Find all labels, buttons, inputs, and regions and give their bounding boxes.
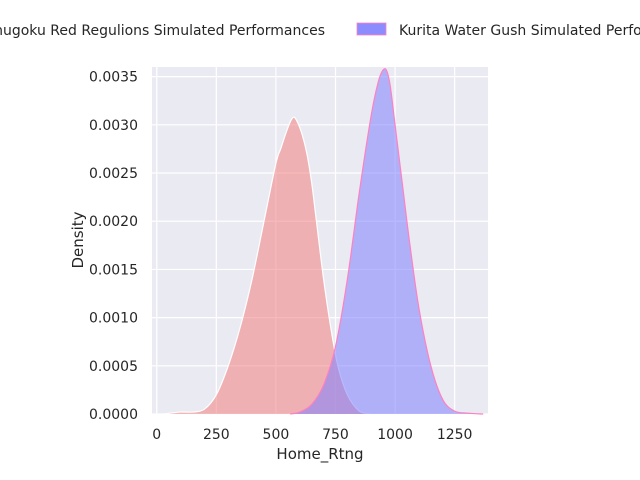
legend-label-series-1: Chugoku Red Regulions Simulated Performa… bbox=[0, 23, 325, 39]
x-tick-label: 750 bbox=[322, 427, 349, 443]
density-line-series-1 bbox=[163, 116, 372, 415]
y-tick-label: 0.0030 bbox=[89, 118, 138, 134]
density-areas bbox=[163, 68, 484, 415]
x-tick-label: 0 bbox=[152, 427, 161, 443]
y-tick-labels: 0.0000 0.0005 0.0010 0.0015 0.0020 0.0025 0.00… bbox=[89, 70, 138, 423]
x-tick-label: 250 bbox=[203, 427, 230, 443]
y-tick-label: 0.0025 bbox=[89, 166, 138, 182]
density-area-series-1 bbox=[163, 117, 372, 415]
x-axis-title: Home_Rtng bbox=[276, 445, 363, 464]
x-tick-label: 1000 bbox=[377, 427, 413, 443]
y-axis-title: Density bbox=[69, 211, 87, 268]
density-area-series-2 bbox=[290, 68, 484, 415]
y-tick-label: 0.0000 bbox=[89, 407, 138, 423]
legend-label-series-2: Kurita Water Gush Simulated Performances bbox=[399, 23, 640, 39]
x-tick-labels: 0 250 500 750 1000 1250 bbox=[152, 427, 472, 443]
legend-swatch-series-2 bbox=[356, 22, 387, 36]
legend: Chugoku Red Regulions Simulated Performa… bbox=[0, 22, 640, 39]
density-line-series-2 bbox=[290, 68, 484, 415]
y-tick-label: 0.0015 bbox=[89, 262, 138, 278]
x-tick-label: 500 bbox=[263, 427, 290, 443]
y-tick-label: 0.0020 bbox=[89, 214, 138, 230]
x-tick-label: 1250 bbox=[437, 427, 473, 443]
y-tick-label: 0.0010 bbox=[89, 311, 138, 327]
y-tick-label: 0.0005 bbox=[89, 359, 138, 375]
y-tick-label: 0.0035 bbox=[89, 70, 138, 86]
